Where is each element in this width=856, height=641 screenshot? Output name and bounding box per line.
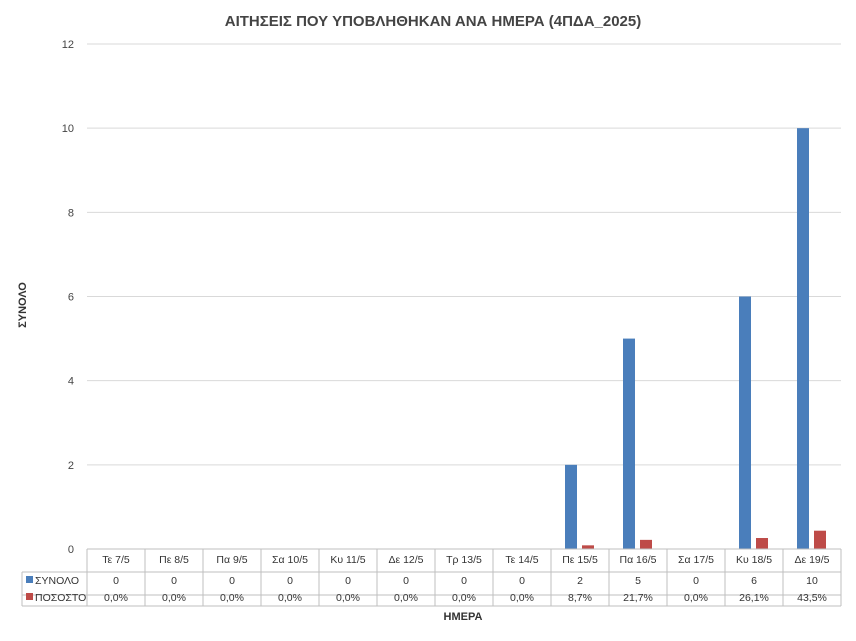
x-category-label: Τε 14/5 — [505, 554, 538, 566]
x-category-label: Δε 19/5 — [794, 554, 829, 566]
data-label: 0 — [171, 575, 177, 587]
y-tick-label: 2 — [68, 460, 74, 472]
bar-pososto — [756, 538, 768, 549]
x-axis-label: ΗΜΕΡΑ — [444, 611, 483, 623]
x-category-label: Πα 16/5 — [619, 554, 656, 566]
data-label: 0 — [113, 575, 119, 587]
y-axis-ticks: 0 2 4 6 8 10 12 — [62, 39, 74, 556]
x-category-label: Δε 12/5 — [388, 554, 423, 566]
y-tick-label: 0 — [68, 544, 74, 556]
x-category-label: Σα 10/5 — [272, 554, 308, 566]
gridlines — [87, 43, 841, 550]
x-category-label: Πε 15/5 — [562, 554, 598, 566]
x-category-label: Πε 8/5 — [159, 554, 189, 566]
data-label: 0 — [287, 575, 293, 587]
y-axis-label: ΣΥΝΟΛΟ — [17, 282, 29, 328]
data-label: 0,0% — [684, 592, 708, 604]
data-label: 0,0% — [452, 592, 476, 604]
data-label: 0 — [693, 575, 699, 587]
legend-entry: ΠΟΣΟΣΤΟ — [35, 592, 86, 604]
bar-synolo — [565, 464, 577, 549]
bar-pososto — [640, 539, 652, 549]
data-label: 0,0% — [278, 592, 302, 604]
legend-swatch — [26, 593, 33, 600]
y-tick-label: 12 — [62, 39, 74, 51]
data-label: 0,0% — [220, 592, 244, 604]
data-label: 5 — [635, 575, 641, 587]
legend-swatch — [26, 576, 33, 583]
data-label: 8,7% — [568, 592, 592, 604]
data-label: 0,0% — [104, 592, 128, 604]
data-label: 26,1% — [739, 592, 769, 604]
data-label: 0 — [519, 575, 525, 587]
data-label: 2 — [577, 575, 583, 587]
data-label: 0,0% — [510, 592, 534, 604]
data-label: 0 — [345, 575, 351, 587]
legend-entry: ΣΥΝΟΛΟ — [35, 575, 79, 587]
data-label: 0,0% — [162, 592, 186, 604]
bar-pososto — [814, 530, 826, 549]
x-category-label: Σα 17/5 — [678, 554, 714, 566]
bar-pososto — [582, 545, 594, 549]
data-label: 0,0% — [394, 592, 418, 604]
y-tick-label: 10 — [62, 123, 74, 135]
data-label: 43,5% — [797, 592, 827, 604]
bars — [565, 128, 826, 549]
y-tick-label: 6 — [68, 292, 74, 304]
data-label: 0 — [403, 575, 409, 587]
chart-title: ΑΙΤΗΣΕΙΣ ΠΟΥ ΥΠΟΒΛΗΘΗΚΑΝ ΑΝΑ ΗΜΕΡΑ (4ΠΔΑ… — [225, 13, 641, 30]
x-category-label: Τρ 13/5 — [446, 554, 482, 566]
data-label: 10 — [806, 575, 818, 587]
bar-synolo — [739, 296, 751, 549]
x-category-label: Πα 9/5 — [216, 554, 247, 566]
y-tick-label: 8 — [68, 207, 74, 219]
data-label: 0 — [461, 575, 467, 587]
data-label: 0 — [229, 575, 235, 587]
bar-synolo — [623, 338, 635, 549]
data-table: Τε 7/5 Πε 8/5 Πα 9/5 Σα 10/5 Κυ 11/5 Δε 12/5 Τ… — [21, 548, 842, 607]
data-label: 6 — [751, 575, 757, 587]
data-label: 0,0% — [336, 592, 360, 604]
x-category-label: Κυ 11/5 — [330, 554, 365, 566]
x-category-label: Κυ 18/5 — [736, 554, 772, 566]
x-category-label: Τε 7/5 — [102, 554, 130, 566]
bar-synolo — [797, 128, 809, 549]
y-tick-label: 4 — [68, 376, 74, 388]
data-label: 21,7% — [623, 592, 653, 604]
